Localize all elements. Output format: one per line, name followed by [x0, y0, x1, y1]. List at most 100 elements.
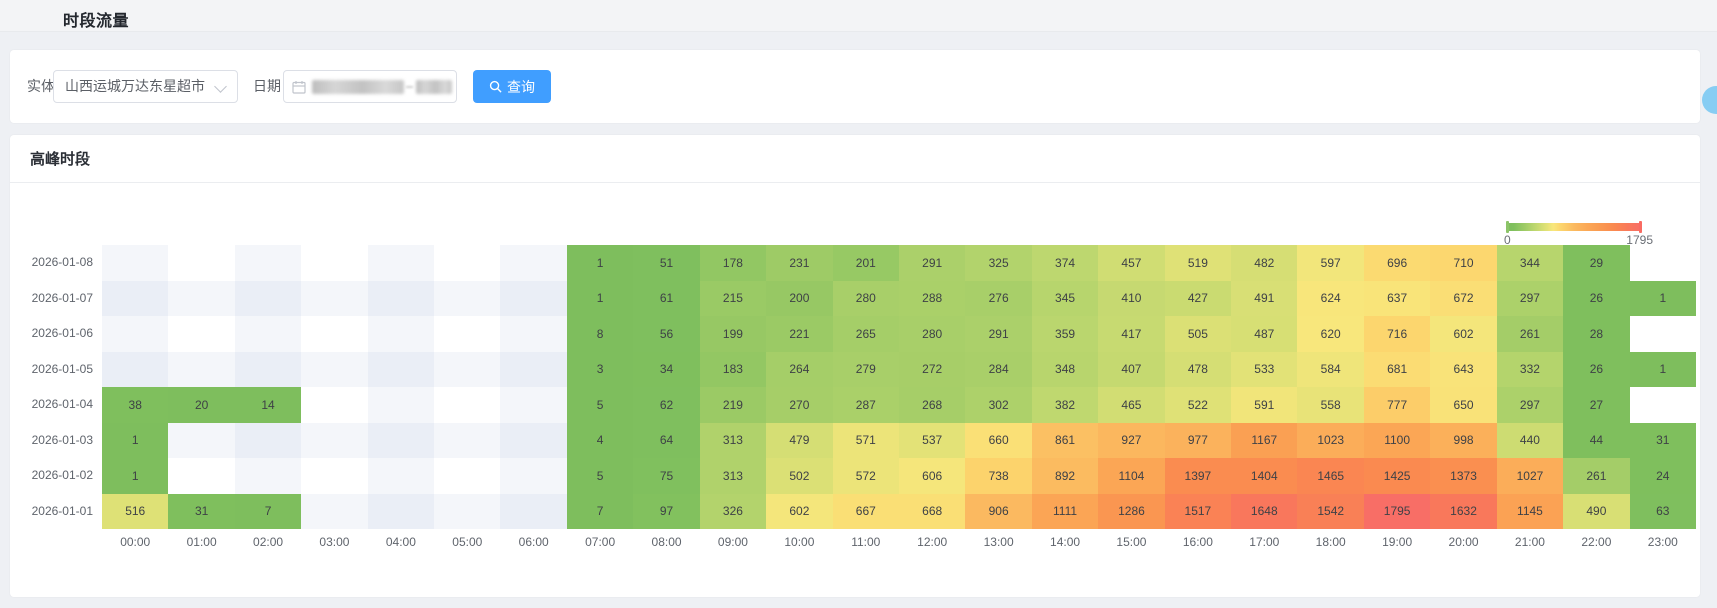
heatmap-cell[interactable]: 558 — [1297, 387, 1364, 423]
heatmap-cell[interactable]: 1111 — [1031, 493, 1099, 529]
heatmap-cell[interactable]: 516 — [102, 493, 169, 529]
heatmap-cell[interactable]: 1404 — [1231, 458, 1298, 494]
heatmap-cell[interactable]: 231 — [766, 245, 833, 281]
heatmap-cell[interactable]: 584 — [1297, 351, 1364, 387]
heatmap-cell[interactable]: 27 — [1563, 387, 1630, 423]
heatmap-cell[interactable]: 291 — [965, 316, 1032, 352]
heatmap-cell[interactable]: 63 — [1629, 493, 1696, 529]
heatmap-cell[interactable]: 7 — [234, 493, 302, 529]
heatmap-cell[interactable]: 29 — [1563, 245, 1630, 281]
heatmap-cell[interactable]: 326 — [699, 493, 767, 529]
heatmap-cell[interactable]: 8 — [566, 316, 634, 352]
heatmap-cell[interactable]: 280 — [898, 316, 966, 352]
heatmap-cell[interactable]: 1104 — [1098, 458, 1165, 494]
heatmap-cell[interactable]: 276 — [965, 280, 1032, 316]
heatmap-cell[interactable]: 777 — [1363, 387, 1431, 423]
heatmap-cell[interactable]: 1145 — [1496, 493, 1564, 529]
heatmap-cell[interactable]: 1425 — [1363, 458, 1431, 494]
legend-max-handle[interactable] — [1639, 221, 1642, 233]
heatmap-cell[interactable]: 505 — [1164, 316, 1232, 352]
legend-gradient-bar[interactable] — [1506, 221, 1642, 233]
heatmap-cell[interactable]: 591 — [1231, 387, 1298, 423]
heatmap-cell[interactable]: 374 — [1031, 245, 1099, 281]
heatmap-cell[interactable]: 4 — [566, 422, 634, 458]
heatmap-cell[interactable]: 602 — [1430, 316, 1497, 352]
heatmap-cell[interactable]: 215 — [699, 280, 767, 316]
heatmap-cell[interactable]: 7 — [566, 493, 634, 529]
heatmap-cell[interactable]: 200 — [766, 280, 833, 316]
heatmap-cell[interactable]: 650 — [1430, 387, 1497, 423]
heatmap-cell[interactable]: 427 — [1164, 280, 1232, 316]
heatmap-cell[interactable]: 417 — [1098, 316, 1165, 352]
heatmap-cell[interactable]: 325 — [965, 245, 1032, 281]
heatmap-cell[interactable]: 34 — [633, 351, 700, 387]
heatmap-cell[interactable]: 221 — [766, 316, 833, 352]
heatmap-cell[interactable]: 410 — [1098, 280, 1165, 316]
heatmap-cell[interactable]: 572 — [832, 458, 899, 494]
heatmap-cell[interactable]: 1795 — [1363, 493, 1431, 529]
heatmap-cell[interactable]: 1542 — [1297, 493, 1364, 529]
heatmap-cell[interactable]: 637 — [1363, 280, 1431, 316]
heatmap-cell[interactable]: 20 — [168, 387, 235, 423]
heatmap-cell[interactable]: 261 — [1563, 458, 1630, 494]
heatmap-cell[interactable]: 602 — [766, 493, 833, 529]
heatmap-cell[interactable]: 1286 — [1098, 493, 1165, 529]
query-button[interactable]: 查询 — [473, 70, 551, 103]
heatmap-cell[interactable]: 264 — [766, 351, 833, 387]
heatmap-cell[interactable]: 382 — [1031, 387, 1099, 423]
heatmap-cell[interactable]: 3 — [566, 351, 634, 387]
heatmap-cell[interactable]: 183 — [699, 351, 767, 387]
heatmap-cell[interactable]: 345 — [1031, 280, 1099, 316]
heatmap-cell[interactable]: 270 — [766, 387, 833, 423]
heatmap-cell[interactable]: 1373 — [1430, 458, 1497, 494]
heatmap-cell[interactable]: 597 — [1297, 245, 1364, 281]
heatmap-cell[interactable]: 359 — [1031, 316, 1099, 352]
heatmap-cell[interactable]: 407 — [1098, 351, 1165, 387]
heatmap-cell[interactable]: 906 — [965, 493, 1032, 529]
heatmap-cell[interactable]: 1 — [1629, 351, 1696, 387]
heatmap-cell[interactable]: 297 — [1496, 387, 1564, 423]
heatmap-cell[interactable]: 643 — [1430, 351, 1497, 387]
heatmap-cell[interactable]: 344 — [1496, 245, 1564, 281]
heatmap-cell[interactable]: 1 — [102, 422, 169, 458]
heatmap-cell[interactable]: 31 — [168, 493, 235, 529]
heatmap-cell[interactable]: 219 — [699, 387, 767, 423]
heatmap-cell[interactable]: 97 — [633, 493, 700, 529]
entity-select[interactable]: 山西运城万达东星超市 — [53, 70, 238, 103]
heatmap-cell[interactable]: 487 — [1231, 316, 1298, 352]
heatmap-cell[interactable]: 51 — [633, 245, 700, 281]
heatmap-cell[interactable]: 465 — [1098, 387, 1165, 423]
heatmap-cell[interactable]: 56 — [633, 316, 700, 352]
heatmap-cell[interactable]: 288 — [898, 280, 966, 316]
heatmap-cell[interactable]: 26 — [1563, 280, 1630, 316]
heatmap-cell[interactable]: 977 — [1164, 422, 1232, 458]
heatmap-cell[interactable]: 667 — [832, 493, 899, 529]
heatmap-cell[interactable]: 1 — [566, 245, 634, 281]
heatmap-cell[interactable]: 1648 — [1231, 493, 1298, 529]
heatmap-cell[interactable]: 571 — [832, 422, 899, 458]
date-range-input[interactable] — [283, 70, 457, 103]
heatmap-cell[interactable]: 279 — [832, 351, 899, 387]
heatmap-cell[interactable]: 178 — [699, 245, 767, 281]
heatmap-cell[interactable]: 672 — [1430, 280, 1497, 316]
heatmap-cell[interactable]: 457 — [1098, 245, 1165, 281]
heatmap-cell[interactable]: 348 — [1031, 351, 1099, 387]
heatmap-cell[interactable]: 268 — [898, 387, 966, 423]
heatmap-cell[interactable]: 668 — [898, 493, 966, 529]
heatmap-cell[interactable]: 1465 — [1297, 458, 1364, 494]
heatmap-cell[interactable]: 482 — [1231, 245, 1298, 281]
heatmap-cell[interactable]: 261 — [1496, 316, 1564, 352]
heatmap-cell[interactable]: 44 — [1563, 422, 1630, 458]
heatmap-cell[interactable]: 537 — [898, 422, 966, 458]
heatmap-cell[interactable]: 522 — [1164, 387, 1232, 423]
heatmap-cell[interactable]: 1027 — [1496, 458, 1564, 494]
heatmap-cell[interactable]: 64 — [633, 422, 700, 458]
floating-widget[interactable] — [1702, 86, 1717, 114]
heatmap-cell[interactable]: 5 — [566, 458, 634, 494]
heatmap-cell[interactable]: 660 — [965, 422, 1032, 458]
heatmap-cell[interactable]: 284 — [965, 351, 1032, 387]
heatmap-cell[interactable]: 291 — [898, 245, 966, 281]
heatmap-cell[interactable]: 1023 — [1297, 422, 1364, 458]
heatmap-cell[interactable]: 1397 — [1164, 458, 1232, 494]
heatmap-cell[interactable]: 265 — [832, 316, 899, 352]
